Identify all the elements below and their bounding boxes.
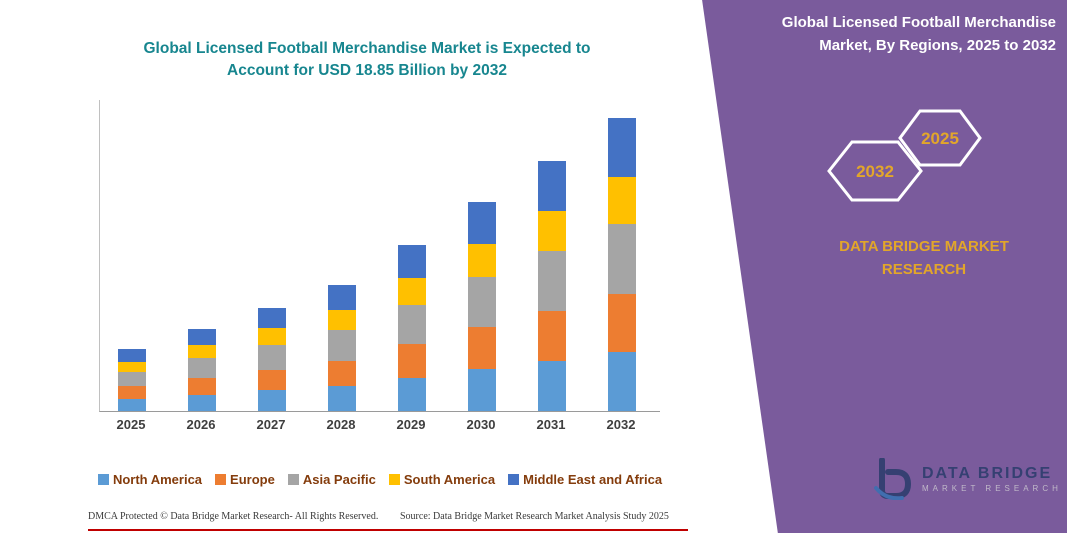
x-axis-label-2028: 2028 (326, 417, 356, 432)
bar-segment-asia-pacific (118, 371, 146, 387)
bar-segment-europe (118, 386, 146, 399)
bar-2025 (118, 349, 146, 411)
bar-segment-north-america (118, 398, 146, 411)
legend-item-europe: Europe (215, 472, 275, 487)
logo-subtitle: MARKET RESEARCH (922, 484, 1062, 494)
legend-label: South America (403, 472, 496, 487)
bar-segment-asia-pacific (258, 344, 286, 370)
legend-swatch (97, 474, 109, 485)
bar-segment-middle-east-and-africa (538, 160, 566, 211)
bar-segment-north-america (608, 352, 636, 411)
legend-item-middle-east-and-africa: Middle East and Africa (508, 472, 662, 487)
x-axis-label-2030: 2030 (466, 417, 496, 432)
bar-segment-europe (538, 310, 566, 361)
legend-swatch (215, 474, 227, 485)
bar-2028 (328, 285, 356, 411)
bar-segment-south-america (258, 328, 286, 345)
bar-segment-europe (398, 344, 426, 378)
bar-segment-asia-pacific (468, 277, 496, 328)
bar-segment-north-america (538, 360, 566, 411)
bar-segment-south-america (188, 345, 216, 359)
x-axis-label-2032: 2032 (606, 417, 636, 432)
legend-swatch (287, 474, 299, 485)
legend-label: North America (112, 472, 203, 487)
bar-segment-middle-east-and-africa (118, 349, 146, 362)
footer-source: Source: Data Bridge Market Research Mark… (400, 511, 669, 522)
bar-segment-europe (188, 378, 216, 395)
bar-segment-asia-pacific (398, 304, 426, 345)
x-axis-labels: 2025 2026 2027 2028 2029 2030 2031 2032 (99, 417, 659, 437)
bar-segment-europe (258, 369, 286, 391)
chart-title: Global Licensed Football Merchandise Mar… (143, 40, 591, 80)
plot-area (99, 100, 660, 412)
bar-segment-middle-east-and-africa (468, 202, 496, 244)
footer-dmca: DMCA Protected © Data Bridge Market Rese… (88, 511, 379, 522)
bottom-rule (88, 529, 688, 531)
legend-item-south-america: South America (388, 472, 496, 487)
bar-segment-middle-east-and-africa (258, 307, 286, 329)
bar-segment-north-america (328, 385, 356, 411)
x-axis-label-2025: 2025 (116, 417, 146, 432)
bar-segment-asia-pacific (608, 223, 636, 294)
legend-label: Asia Pacific (302, 472, 376, 487)
bar-segment-europe (328, 360, 356, 386)
bar-segment-south-america (118, 361, 146, 372)
x-axis-label-2027: 2027 (256, 417, 286, 432)
legend-item-asia-pacific: Asia Pacific (287, 472, 376, 487)
bar-segment-south-america (608, 176, 636, 224)
legend-label: Europe (230, 472, 275, 487)
hexagon-2025-shape (898, 109, 982, 167)
brand-text: DATA BRIDGE MARKET RESEARCH (839, 238, 1009, 278)
hexagon-2032-label: 2032 (856, 162, 894, 181)
bar-segment-north-america (468, 369, 496, 411)
bar-segment-asia-pacific (188, 358, 216, 379)
data-bridge-logo-icon (874, 458, 912, 500)
hexagon-2032-shape (827, 140, 923, 202)
bar-segment-south-america (328, 310, 356, 331)
data-bridge-logo: DATA BRIDGE MARKET RESEARCH (872, 458, 1062, 500)
bar-segment-middle-east-and-africa (398, 244, 426, 279)
legend-swatch (508, 474, 520, 485)
bar-segment-middle-east-and-africa (328, 285, 356, 311)
legend-label: Middle East and Africa (523, 472, 663, 487)
legend: North America Europe Asia Pacific South Ame… (80, 472, 680, 487)
hexagon-2025-label: 2025 (921, 129, 959, 148)
bar-segment-south-america (538, 210, 566, 251)
bar-2030 (468, 202, 496, 411)
x-axis-label-2031: 2031 (536, 417, 566, 432)
bar-2026 (188, 328, 216, 411)
x-axis-label-2029: 2029 (396, 417, 426, 432)
bar-segment-asia-pacific (538, 250, 566, 311)
bar-segment-south-america (398, 278, 426, 305)
bar-segment-north-america (398, 377, 426, 411)
bar-2031 (538, 160, 566, 411)
bar-2029 (398, 244, 426, 411)
bar-2032 (608, 117, 636, 411)
bar-segment-middle-east-and-africa (188, 328, 216, 346)
bar-segment-asia-pacific (328, 330, 356, 361)
bar-segment-europe (608, 293, 636, 353)
panel-heading: Global Licensed Football Merchandise Mar… (781, 14, 1056, 54)
bar-segment-south-america (468, 243, 496, 278)
legend-swatch (388, 474, 400, 485)
bar-segment-middle-east-and-africa (608, 117, 636, 177)
logo-title: DATA BRIDGE (922, 464, 1053, 482)
bar-2027 (258, 307, 286, 411)
legend-item-north-america: North America (97, 472, 203, 487)
hexagon-badges: 2032 2025 (827, 109, 982, 202)
x-axis-label-2026: 2026 (186, 417, 216, 432)
bar-segment-north-america (258, 390, 286, 411)
bar-segment-north-america (188, 394, 216, 411)
bar-segment-europe (468, 327, 496, 370)
